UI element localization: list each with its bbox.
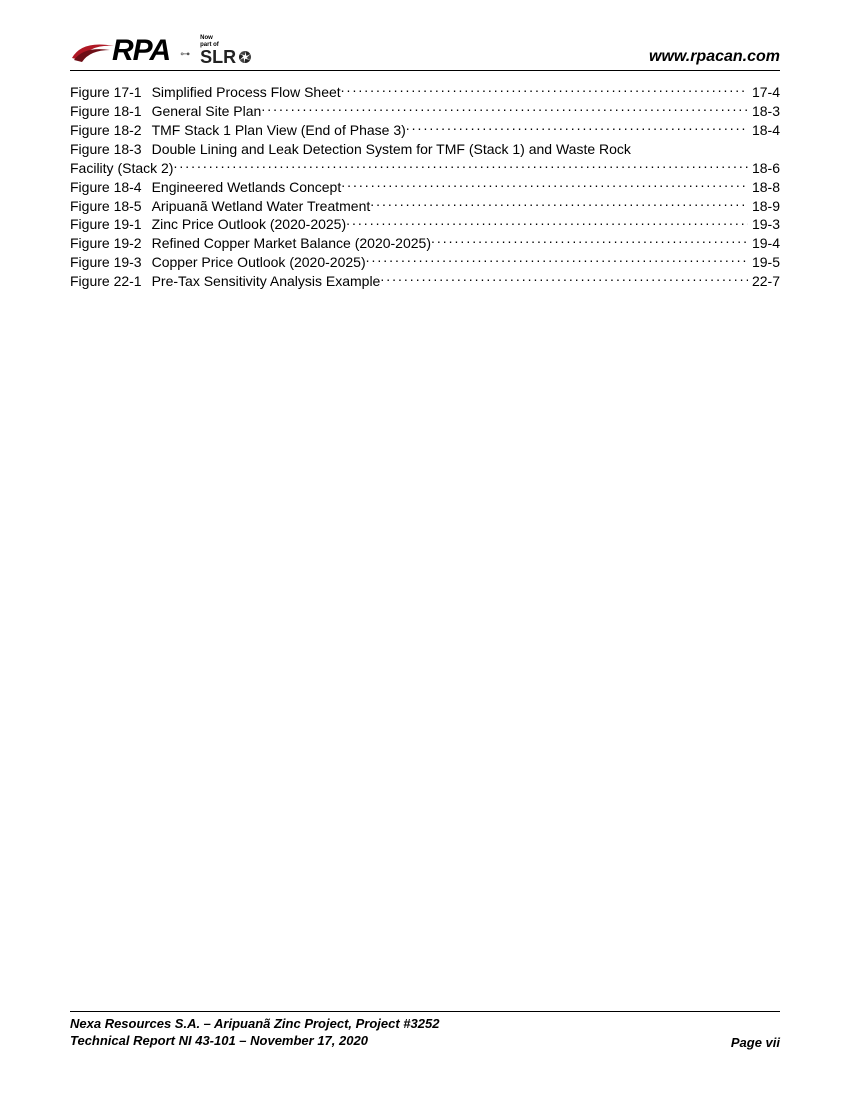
tof-page: 18-8 [748, 178, 780, 197]
tof-leader [366, 253, 748, 267]
tof-label: Figure 19-2 [70, 234, 152, 253]
tof-title: General Site Plan [152, 102, 262, 121]
tof-entry: Figure 18-3Double Lining and Leak Detect… [70, 140, 780, 159]
tof-title: Refined Copper Market Balance (2020-2025… [152, 234, 431, 253]
tof-entry: Figure 22-1Pre-Tax Sensitivity Analysis … [70, 272, 780, 291]
tof-entry: Figure 19-2Refined Copper Market Balance… [70, 234, 780, 253]
rpa-text: RPA [112, 36, 170, 66]
slr-text: SLR [200, 48, 236, 66]
tof-entry: Figure 18-4Engineered Wetlands Concept 18… [70, 178, 780, 197]
slr-now: Now [200, 35, 252, 42]
table-of-figures: Figure 17-1Simplified Process Flow Sheet… [70, 83, 780, 1011]
tof-title: TMF Stack 1 Plan View (End of Phase 3) [152, 121, 406, 140]
tof-title: Aripuanã Wetland Water Treatment [152, 197, 371, 216]
rpa-logo: RPA [70, 36, 170, 66]
tof-title: Simplified Process Flow Sheet [152, 83, 341, 102]
tof-page: 22-7 [748, 272, 780, 291]
tof-entry: Figure 17-1Simplified Process Flow Sheet… [70, 83, 780, 102]
tof-label: Figure 22-1 [70, 272, 152, 291]
tof-label: Figure 18-2 [70, 121, 152, 140]
tof-title: Engineered Wetlands Concept [152, 178, 342, 197]
tof-title: Facility (Stack 2) [70, 159, 173, 178]
tof-leader [341, 83, 748, 97]
footer-left: Nexa Resources S.A. – Aripuanã Zinc Proj… [70, 1016, 439, 1050]
tof-label: Figure 19-3 [70, 253, 152, 272]
tof-page: 18-3 [748, 102, 780, 121]
page-footer: Nexa Resources S.A. – Aripuanã Zinc Proj… [70, 1011, 780, 1050]
swoosh-icon [70, 38, 118, 64]
tof-title: Copper Price Outlook (2020-2025) [152, 253, 366, 272]
tof-label: Figure 18-1 [70, 102, 152, 121]
tof-leader [370, 197, 748, 211]
tof-label: Figure 19-1 [70, 215, 152, 234]
tof-label: Figure 18-3 [70, 140, 152, 159]
tof-leader [261, 102, 748, 116]
tof-entry: Figure 18-5Aripuanã Wetland Water Treatm… [70, 197, 780, 216]
tof-entry: Figure 19-1Zinc Price Outlook (2020-2025… [70, 215, 780, 234]
connector-icon: ⊶ [180, 49, 190, 60]
tof-entry: Figure 18-2TMF Stack 1 Plan View (End of… [70, 121, 780, 140]
tof-title: Zinc Price Outlook (2020-2025) [152, 215, 347, 234]
tof-page: 18-9 [748, 197, 780, 216]
tof-leader [173, 159, 748, 173]
footer-line2: Technical Report NI 43-101 – November 17… [70, 1033, 439, 1050]
tof-entry: Figure 19-3Copper Price Outlook (2020-20… [70, 253, 780, 272]
aperture-icon [238, 50, 252, 64]
tof-title: Pre-Tax Sensitivity Analysis Example [152, 272, 381, 291]
logo-group: RPA ⊶ Now part of SLR [70, 35, 252, 66]
tof-leader [346, 215, 748, 229]
tof-leader [341, 178, 748, 192]
tof-page: 17-4 [748, 83, 780, 102]
tof-page: 19-4 [748, 234, 780, 253]
tof-page: 19-3 [748, 215, 780, 234]
tof-label: Figure 18-5 [70, 197, 152, 216]
tof-page: 18-4 [748, 121, 780, 140]
tof-label: Figure 18-4 [70, 178, 152, 197]
footer-line1: Nexa Resources S.A. – Aripuanã Zinc Proj… [70, 1016, 439, 1033]
tof-entry: Figure 18-1General Site Plan 18-3 [70, 102, 780, 121]
document-page: RPA ⊶ Now part of SLR [0, 0, 850, 1100]
slr-logo: Now part of SLR [200, 35, 252, 66]
page-header: RPA ⊶ Now part of SLR [70, 35, 780, 71]
tof-entry-cont: Facility (Stack 2) 18-6 [70, 159, 780, 178]
footer-page-number: Page vii [731, 1035, 780, 1050]
tof-leader [406, 121, 748, 135]
tof-label: Figure 17-1 [70, 83, 152, 102]
tof-title: Double Lining and Leak Detection System … [152, 140, 631, 159]
tof-page: 18-6 [748, 159, 780, 178]
header-url: www.rpacan.com [649, 48, 780, 66]
tof-page: 19-5 [748, 253, 780, 272]
tof-leader [431, 234, 748, 248]
tof-leader [380, 272, 748, 286]
